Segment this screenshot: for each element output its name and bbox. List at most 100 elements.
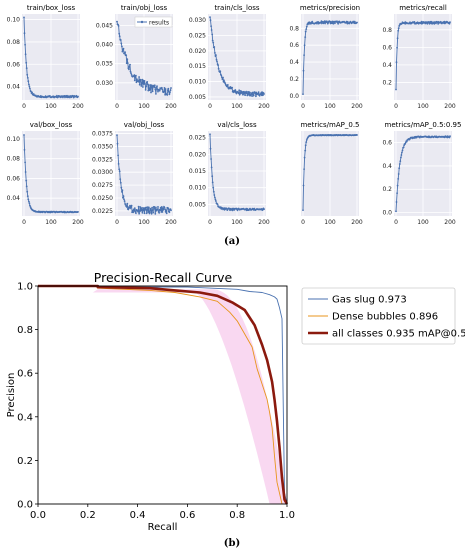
results-point [23,16,25,19]
y-tick-label: 0.010 [189,185,206,192]
results-point [166,89,169,91]
results-point [395,201,398,203]
y-tick-label: 0.08 [7,39,21,46]
results-point [252,93,255,95]
results-point [303,168,305,171]
y-tick-label: 0.015 [189,63,206,70]
results-point [70,96,73,99]
results-point [396,37,399,40]
x-tick-label: 100 [417,219,429,226]
results-point [125,206,128,208]
results-point [214,196,216,199]
pr-y-tick-label: 0.4 [17,412,33,423]
results-point [130,72,132,74]
results-point [120,42,123,45]
results-point [138,76,141,78]
subplot-title: metrics/mAP_0.5:0.95 [385,121,462,129]
results-point [141,211,144,214]
results-point [129,207,132,209]
results-point [224,82,227,84]
results-point [334,22,336,25]
results-point [395,88,397,91]
pr-series-3-line [38,284,289,505]
y-tick-label: 0.0 [382,210,392,217]
results-point [121,191,123,193]
results-point [26,190,29,193]
results-point [210,158,213,160]
results-point [234,89,237,92]
results-point [170,209,172,212]
caption-b: (b) [224,538,240,549]
results-point [129,70,132,73]
results-point [137,210,140,213]
results-point [28,200,30,203]
x-tick-label: 200 [165,219,177,226]
results-point [133,209,136,212]
results-point [245,91,248,93]
results-point [168,93,171,96]
results-point [304,144,307,147]
results-point [212,186,215,189]
results-point [303,44,306,47]
results-point [162,208,165,211]
results-point [135,74,137,77]
results-point [308,23,310,25]
results-point [250,93,253,95]
y-tick-label: 0.10 [7,136,21,143]
x-tick-label: 200 [444,103,456,110]
subplot-title: train/cls_loss [214,4,259,12]
results-point [147,211,150,214]
y-tick-label: 0.0225 [92,208,113,215]
results-point [304,30,307,33]
x-tick-label: 100 [231,219,243,226]
x-tick-label: 0 [22,103,26,110]
results-point [144,83,147,85]
results-point [305,28,308,30]
results-point [221,78,224,81]
results-point [154,213,157,215]
results-point [66,95,69,97]
results-point [435,22,437,25]
subplot-title: metrics/precision [300,4,360,12]
results-point [77,95,79,98]
y-tick-label: 0.0325 [92,156,113,163]
results-point [122,195,125,198]
results-point [146,81,149,83]
results-point [142,86,144,88]
subplot-title: val/box_loss [30,121,73,129]
x-tick-label: 200 [351,219,363,226]
results-point [77,211,79,213]
y-tick-label: 0.4 [382,163,392,170]
x-tick-label: 100 [138,103,150,110]
results-point [396,192,398,195]
results-point [324,22,326,25]
results-point [330,20,332,23]
results-point [332,22,335,25]
results-point [210,25,213,27]
results-point [144,89,147,91]
subplot-1: train/box_loss 0 100 200 0.04 0.06 0.08 0.10 [7,4,84,110]
results-point [137,205,140,208]
results-point [140,208,143,211]
y-tick-label: 0.045 [96,22,113,29]
results-point [148,84,150,86]
results-point [143,80,146,82]
results-point [157,90,159,93]
results-point [26,195,29,198]
y-tick-label: 0.025 [189,33,206,40]
results-point [31,91,33,94]
results-point [305,139,308,141]
results-point [123,52,126,55]
pr-legend: Gas slug 0.973 Dense bubbles 0.896 all cla… [301,287,465,345]
results-point [160,86,163,89]
results-point [397,27,400,30]
results-point [140,207,143,210]
results-point [302,93,304,95]
results-point [216,60,218,63]
results-point [159,209,162,212]
results-point [26,77,29,79]
results-point [430,21,433,23]
results-point [164,88,167,90]
